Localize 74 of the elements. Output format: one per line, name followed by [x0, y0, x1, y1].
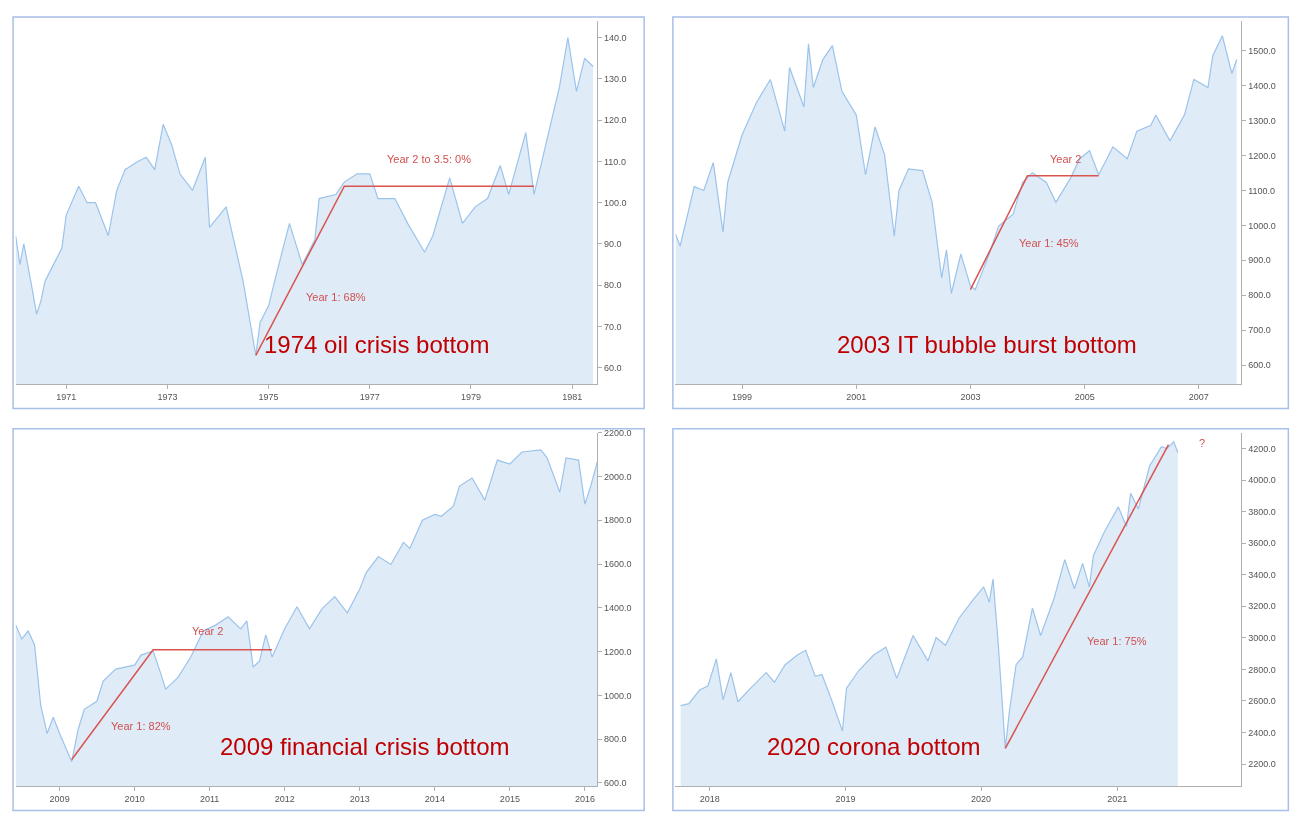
- y-tick-label: 70.0: [604, 321, 622, 332]
- y-tick-label: 130.0: [604, 74, 627, 85]
- y-tick-label: 100.0: [604, 197, 627, 208]
- x-tick-label: 2018: [699, 793, 720, 804]
- x-tick-label: 2013: [349, 793, 370, 804]
- x-tick-label: 2003: [960, 392, 981, 403]
- x-tick-label: 2010: [124, 793, 145, 804]
- text: 2020 corona bottom: [767, 733, 981, 760]
- x-tick-label: 2021: [1107, 793, 1128, 804]
- y-tick-label: 1000.0: [604, 690, 632, 701]
- x-tick-label: 2001: [846, 392, 867, 403]
- y-tick-label: 3400.0: [1248, 569, 1276, 580]
- y-tick-label: 800.0: [1248, 290, 1271, 301]
- x-tick-label: 2009: [49, 793, 70, 804]
- y-tick-label: 3200.0: [1248, 601, 1276, 612]
- x-tick-label: 1973: [157, 392, 178, 403]
- y-tick-label: 1300.0: [1248, 115, 1276, 126]
- y-tick-label: 2000.0: [604, 471, 632, 482]
- x-tick-label: 2005: [1074, 392, 1095, 403]
- annotation: Year 2: [192, 625, 224, 637]
- y-tick-label: 1000.0: [1248, 220, 1276, 231]
- y-tick-label: 1600.0: [604, 559, 632, 570]
- y-tick-label: 120.0: [604, 115, 627, 126]
- y-tick-label: 60.0: [604, 362, 622, 373]
- x-tick-label: 1977: [359, 392, 380, 403]
- x-tick-label: 2014: [424, 793, 445, 804]
- x-tick-label: 1971: [56, 392, 77, 403]
- y-tick-label: 80.0: [604, 280, 622, 291]
- y-tick-label: 140.0: [604, 32, 627, 43]
- y-tick-label: 4200.0: [1248, 443, 1276, 454]
- y-tick-label: 2400.0: [1248, 727, 1276, 738]
- y-tick-label: 110.0: [604, 156, 626, 167]
- y-tick-label: 1500.0: [1248, 45, 1276, 56]
- annotation: Year 2: [1050, 153, 1082, 165]
- x-tick-label: 2019: [835, 793, 856, 804]
- x-tick-label: 1975: [258, 392, 279, 403]
- x-tick-label: 1999: [732, 392, 753, 403]
- y-tick-label: 1200.0: [1248, 150, 1276, 161]
- y-tick-label: 2200.0: [1248, 759, 1276, 770]
- text: 2009 financial crisis bottom: [220, 733, 510, 760]
- y-tick-label: 600.0: [1248, 360, 1271, 371]
- y-tick-label: 3600.0: [1248, 538, 1276, 549]
- y-tick-label: 1200.0: [604, 646, 632, 657]
- y-tick-label: 1400.0: [1248, 80, 1276, 91]
- y-tick-label: 1400.0: [604, 602, 632, 613]
- x-tick-label: 2011: [199, 793, 220, 804]
- y-tick-label: 800.0: [604, 734, 627, 745]
- x-tick-label: 1981: [562, 392, 583, 403]
- y-tick-label: 4000.0: [1248, 475, 1276, 486]
- annotation: Year 1: 68%: [306, 291, 366, 303]
- text: 2003 IT bubble burst bottom: [837, 331, 1137, 358]
- x-tick-label: 2015: [499, 793, 520, 804]
- y-tick-label: 90.0: [604, 239, 622, 250]
- x-tick-label: 2012: [274, 793, 295, 804]
- x-tick-label: 2016: [574, 793, 595, 804]
- annotation: Year 1: 75%: [1087, 635, 1147, 647]
- y-tick-label: 2800.0: [1248, 664, 1276, 675]
- y-tick-label: 600.0: [604, 778, 627, 789]
- text: 1974 oil crisis bottom: [264, 331, 490, 358]
- x-tick-label: 2007: [1188, 392, 1209, 403]
- x-tick-label: 1979: [460, 392, 481, 403]
- y-tick-label: 2600.0: [1248, 696, 1276, 707]
- y-tick-label: 1100.0: [1248, 185, 1276, 196]
- annotation: Year 1: 45%: [1019, 237, 1079, 249]
- y-tick-label: 900.0: [1248, 255, 1271, 266]
- y-tick-label: 2200.0: [604, 427, 632, 438]
- y-tick-label: 700.0: [1248, 325, 1271, 336]
- y-tick-label: 3000.0: [1248, 633, 1276, 643]
- annotation: Year 1: 82%: [111, 720, 171, 732]
- y-tick-label: 1800.0: [604, 515, 632, 526]
- y-tick-label: 3800.0: [1248, 506, 1276, 517]
- annotation: ?: [1199, 437, 1206, 449]
- x-tick-label: 2020: [971, 793, 992, 804]
- annotation: Year 2 to 3.5: 0%: [387, 153, 472, 165]
